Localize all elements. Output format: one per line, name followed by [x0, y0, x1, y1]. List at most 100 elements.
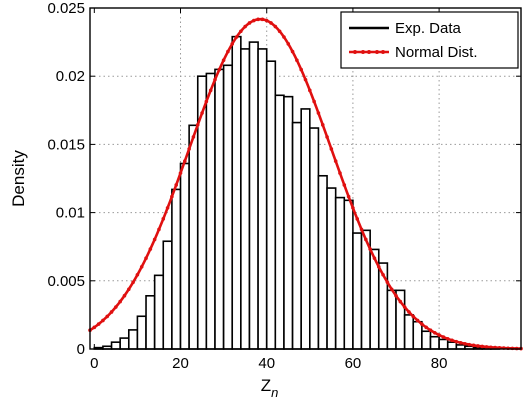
normal-curve-marker [428, 328, 433, 333]
normal-curve-marker [152, 237, 157, 242]
normal-curve-marker [178, 171, 183, 175]
histogram-bar [248, 41, 259, 350]
normal-curve-marker [420, 322, 424, 326]
normal-curve-marker [467, 342, 472, 347]
normal-curve-marker [480, 344, 485, 349]
histogram-bar [309, 127, 320, 350]
normal-curve-marker [458, 340, 463, 345]
normal-curve-marker [183, 159, 187, 163]
normal-curve-marker [92, 325, 97, 330]
normal-curve-marker [195, 123, 200, 127]
normal-curve-marker [165, 206, 170, 210]
histogram-bar [136, 315, 147, 350]
normal-curve-marker [441, 335, 446, 339]
x-axis-label-main: Z [261, 376, 271, 395]
normal-curve-marker [424, 325, 428, 330]
y-tick-label: 0.025 [47, 0, 85, 17]
normal-curve-marker [243, 24, 247, 29]
histogram-bar [196, 75, 208, 350]
histogram-bar [438, 338, 449, 350]
normal-curve-marker [476, 344, 480, 348]
normal-curve-marker [407, 310, 411, 314]
normal-curve-marker [415, 318, 420, 323]
normal-curve-marker [161, 217, 166, 221]
y-tick-label: 0.015 [47, 136, 85, 153]
normal-curve-marker [454, 339, 459, 344]
normal-curve-marker [213, 77, 217, 82]
normal-curve-marker [329, 147, 334, 151]
plot-frame [89, 7, 522, 350]
normal-curve-marker [135, 273, 140, 277]
normal-curve-marker [359, 227, 364, 232]
normal-curve-marker [277, 29, 282, 34]
legend-marker [381, 50, 385, 54]
histogram-bar [240, 48, 251, 350]
normal-curve-marker [148, 247, 153, 251]
normal-curve-marker [221, 58, 226, 62]
histogram-bar [300, 108, 311, 350]
normal-curve-marker [174, 183, 178, 187]
normal-curve-marker [118, 299, 122, 304]
y-axis-label: Density [9, 150, 28, 207]
normal-curve-marker [286, 42, 291, 46]
normal-curve-marker [433, 330, 437, 335]
normal-curve-marker [251, 18, 256, 23]
histogram-bar [222, 64, 234, 350]
x-tick-label: 60 [345, 355, 362, 372]
histogram-bar [179, 162, 190, 350]
histogram-bar [162, 240, 173, 350]
normal-curve-marker [131, 280, 135, 285]
legend-marker [375, 50, 379, 54]
normal-curve-marker [139, 264, 144, 269]
y-tick-label: 0.02 [56, 68, 85, 85]
normal-curve-marker [96, 322, 101, 326]
normal-curve-marker [389, 287, 394, 292]
legend-marker [367, 50, 371, 54]
normal-curve-marker [256, 17, 260, 22]
normal-curve-marker [282, 35, 286, 39]
normal-curve-marker [260, 17, 265, 22]
normal-curve-marker [109, 310, 114, 314]
normal-curve-marker [450, 338, 454, 343]
normal-curve-marker [122, 293, 127, 298]
histogram-bar [110, 341, 121, 350]
normal-curve-marker [299, 67, 303, 72]
histogram-bar [343, 199, 354, 350]
normal-curve-marker [114, 305, 118, 309]
legend-label: Exp. Data [395, 20, 462, 37]
normal-curve-marker [346, 194, 351, 199]
normal-curve-marker [320, 123, 325, 127]
normal-curve-marker [316, 111, 321, 115]
legend-marker [361, 50, 365, 54]
histogram-bar [352, 232, 363, 350]
histogram-bar [386, 289, 397, 350]
y-tick-label: 0.005 [47, 273, 85, 290]
normal-curve-marker [269, 21, 273, 25]
histogram-bar [412, 320, 423, 350]
normal-curve-marker [376, 264, 381, 269]
normal-curve-marker [157, 227, 161, 232]
normal-curve-marker [308, 88, 312, 93]
normal-curve-marker [200, 111, 204, 115]
axes: 0 20 40 60 80 0 0.005 0.01 0.015 0.02 0.025 [47, 0, 522, 372]
histogram-bar [171, 188, 182, 350]
histogram-bar [231, 35, 242, 350]
histogram-bar [326, 187, 337, 350]
normal-curve-marker [126, 287, 131, 292]
normal-curve-marker [333, 159, 338, 163]
normal-curve-marker [312, 99, 316, 104]
normal-curve-marker [187, 147, 191, 151]
histogram-bar [403, 314, 415, 350]
normal-curve-marker [264, 18, 269, 23]
normal-curve-marker [217, 67, 222, 72]
histogram-bar [145, 295, 156, 350]
legend: Exp. Data Normal Dist. [340, 11, 519, 69]
histogram-bar [119, 337, 130, 350]
normal-curve-marker [372, 256, 377, 260]
normal-curve-marker [226, 49, 230, 54]
histogram-bar [446, 341, 458, 350]
normal-curve-marker [411, 314, 416, 319]
normal-curve-marker [208, 88, 213, 93]
normal-curve-marker [368, 247, 372, 251]
